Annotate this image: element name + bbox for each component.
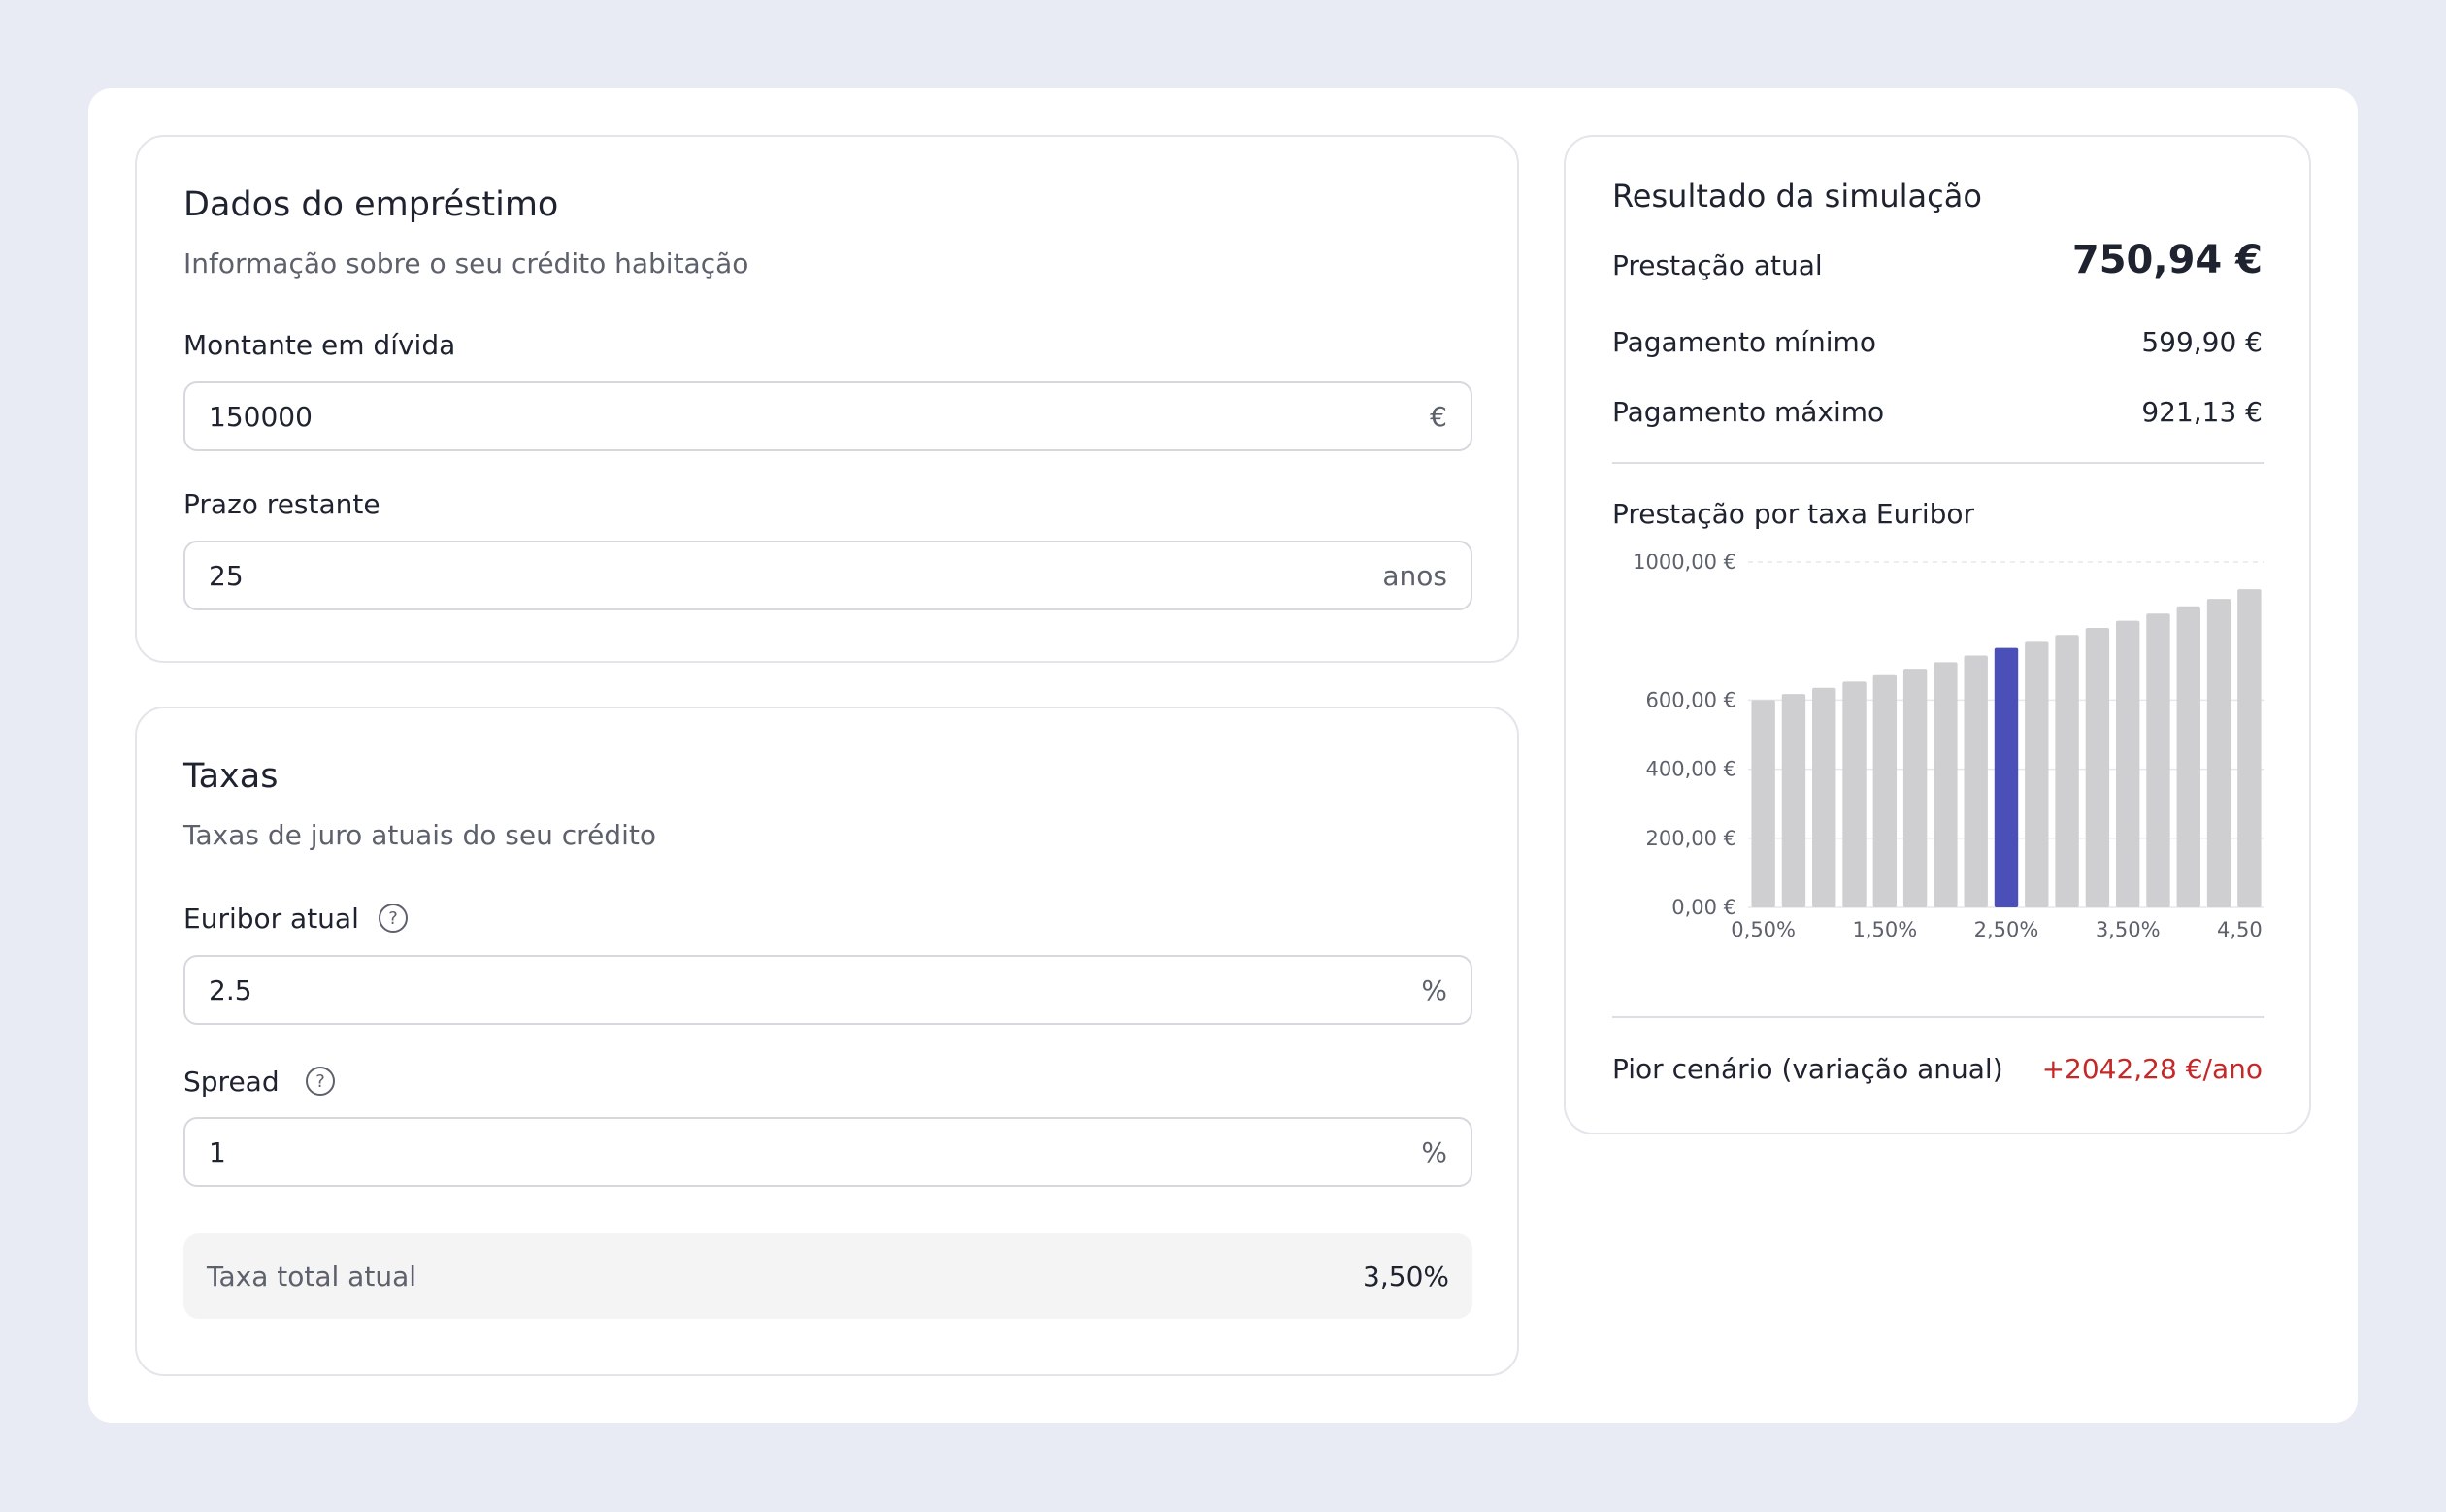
chart-bar[interactable] xyxy=(2115,620,2140,907)
euribor-help-icon[interactable]: ? xyxy=(379,904,408,933)
euribor-label: Euribor atual xyxy=(183,903,359,935)
rates-card-title: Taxas xyxy=(183,757,279,796)
chart-bar[interactable] xyxy=(2237,589,2262,907)
chart-bar[interactable] xyxy=(1934,662,1958,907)
chart-bar[interactable] xyxy=(1872,674,1898,907)
x-tick-label: 2,50% xyxy=(1974,918,2039,941)
euribor-input[interactable] xyxy=(209,957,1354,1023)
rates-card-subtitle: Taxas de juro atuais do seu crédito xyxy=(183,819,656,851)
term-input[interactable] xyxy=(209,542,1354,608)
euribor-field[interactable]: % xyxy=(183,955,1472,1025)
spread-help-icon[interactable]: ? xyxy=(306,1067,335,1096)
y-tick-label: 1000,00 € xyxy=(1633,554,1736,574)
x-tick-label: 0,50% xyxy=(1731,918,1796,941)
chart-divider xyxy=(1612,1016,2264,1018)
term-field[interactable]: anos xyxy=(183,541,1472,610)
x-tick-label: 4,50% xyxy=(2217,918,2264,941)
current-payment-value: 750,94 € xyxy=(2071,238,2263,282)
chart-bar[interactable] xyxy=(1781,694,1806,907)
x-tick-label: 1,50% xyxy=(1852,918,1917,941)
result-divider xyxy=(1612,462,2264,464)
total-rate-summary: Taxa total atual 3,50% xyxy=(183,1233,1472,1319)
chart-bar[interactable] xyxy=(2055,635,2079,907)
chart-title: Prestação por taxa Euribor xyxy=(1612,498,1975,530)
chart-bar-current[interactable] xyxy=(1994,647,2019,907)
loan-card-subtitle: Informação sobre o seu crédito habitação xyxy=(183,247,749,279)
y-tick-label: 600,00 € xyxy=(1645,688,1736,711)
chart-bar[interactable] xyxy=(2146,613,2170,907)
chart-bar[interactable] xyxy=(1902,669,1928,907)
amount-label: Montante em dívida xyxy=(183,329,456,361)
y-tick-label: 0,00 € xyxy=(1671,896,1736,919)
total-rate-value: 3,50% xyxy=(1363,1261,1449,1293)
y-tick-label: 200,00 € xyxy=(1645,827,1736,850)
term-label: Prazo restante xyxy=(183,488,380,520)
result-title: Resultado da simulação xyxy=(1612,178,1982,214)
amount-input[interactable] xyxy=(209,383,1354,449)
loan-card-title: Dados do empréstimo xyxy=(183,185,559,224)
max-payment-label: Pagamento máximo xyxy=(1612,396,1885,428)
percent-suffix: % xyxy=(1421,1136,1447,1168)
spread-input[interactable] xyxy=(209,1119,1354,1185)
loan-data-card: Dados do empréstimo Informação sobre o s… xyxy=(135,135,1519,663)
euribor-payment-chart: 0,00 €200,00 €400,00 €600,00 €1000,00 € … xyxy=(1633,554,2264,941)
chart-bar[interactable] xyxy=(2176,606,2200,907)
max-payment-value: 921,13 € xyxy=(2141,396,2263,428)
total-rate-label: Taxa total atual xyxy=(207,1261,417,1293)
simulator-panel: Dados do empréstimo Informação sobre o s… xyxy=(88,88,2358,1423)
spread-label: Spread xyxy=(183,1066,280,1098)
y-tick-label: 400,00 € xyxy=(1645,758,1736,781)
worst-case-label: Pior cenário (variação anual) xyxy=(1612,1053,2003,1085)
rates-card: Taxas Taxas de juro atuais do seu crédit… xyxy=(135,707,1519,1376)
min-payment-value: 599,90 € xyxy=(2141,326,2263,358)
amount-field[interactable]: € xyxy=(183,381,1472,451)
chart-bar[interactable] xyxy=(1964,655,1988,907)
chart-bar[interactable] xyxy=(2025,641,2049,907)
chart-bar[interactable] xyxy=(1812,687,1836,907)
years-suffix: anos xyxy=(1382,560,1447,592)
spread-field[interactable]: % xyxy=(183,1117,1472,1187)
euro-suffix: € xyxy=(1430,401,1447,433)
chart-bar[interactable] xyxy=(2085,627,2110,907)
chart-bar[interactable] xyxy=(1842,681,1867,907)
simulation-result-card: Resultado da simulação Prestação atual 7… xyxy=(1564,135,2311,1134)
current-payment-label: Prestação atual xyxy=(1612,249,1823,281)
percent-suffix: % xyxy=(1421,974,1447,1006)
chart-bar[interactable] xyxy=(2206,599,2231,907)
chart-bar[interactable] xyxy=(1751,700,1775,907)
min-payment-label: Pagamento mínimo xyxy=(1612,326,1876,358)
worst-case-value: +2042,28 €/ano xyxy=(2041,1053,2263,1085)
x-tick-label: 3,50% xyxy=(2096,918,2161,941)
